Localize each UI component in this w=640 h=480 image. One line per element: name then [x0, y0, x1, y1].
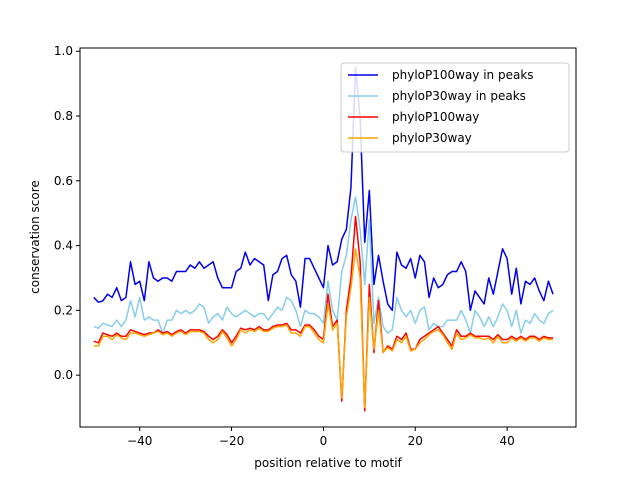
x-tick-label: −20 — [219, 434, 244, 448]
x-axis: −40 −20 0 20 40 — [127, 427, 515, 448]
y-tick-label: 0.2 — [54, 303, 73, 317]
series-line-4 — [93, 248, 554, 409]
y-tick-label: 0.4 — [54, 239, 73, 253]
x-axis-label: position relative to motif — [254, 456, 402, 470]
plot-frame — [79, 47, 577, 428]
x-tick-label: 20 — [408, 434, 423, 448]
y-tick-label: 0.0 — [54, 368, 73, 382]
series-line-1 — [93, 66, 554, 312]
legend: phyloP100way in peaks phyloP30way in peak… — [340, 62, 570, 153]
legend-label: phyloP30way — [392, 131, 472, 145]
legend-label: phyloP100way in peaks — [392, 68, 534, 82]
legend-label: phyloP100way — [392, 110, 479, 124]
series-layer — [93, 66, 554, 412]
y-tick-label: 1.0 — [54, 44, 73, 58]
x-tick-label: 0 — [320, 434, 328, 448]
y-axis-label: conservation score — [28, 180, 42, 294]
y-axis: 0.0 0.2 0.4 0.6 0.8 1.0 — [54, 44, 80, 382]
y-tick-label: 0.6 — [54, 174, 73, 188]
series-line-2 — [93, 196, 554, 334]
x-tick-label: −40 — [127, 434, 152, 448]
x-tick-label: 40 — [499, 434, 514, 448]
legend-label: phyloP30way in peaks — [392, 89, 526, 103]
y-tick-label: 0.8 — [54, 109, 73, 123]
legend-box — [340, 62, 570, 153]
